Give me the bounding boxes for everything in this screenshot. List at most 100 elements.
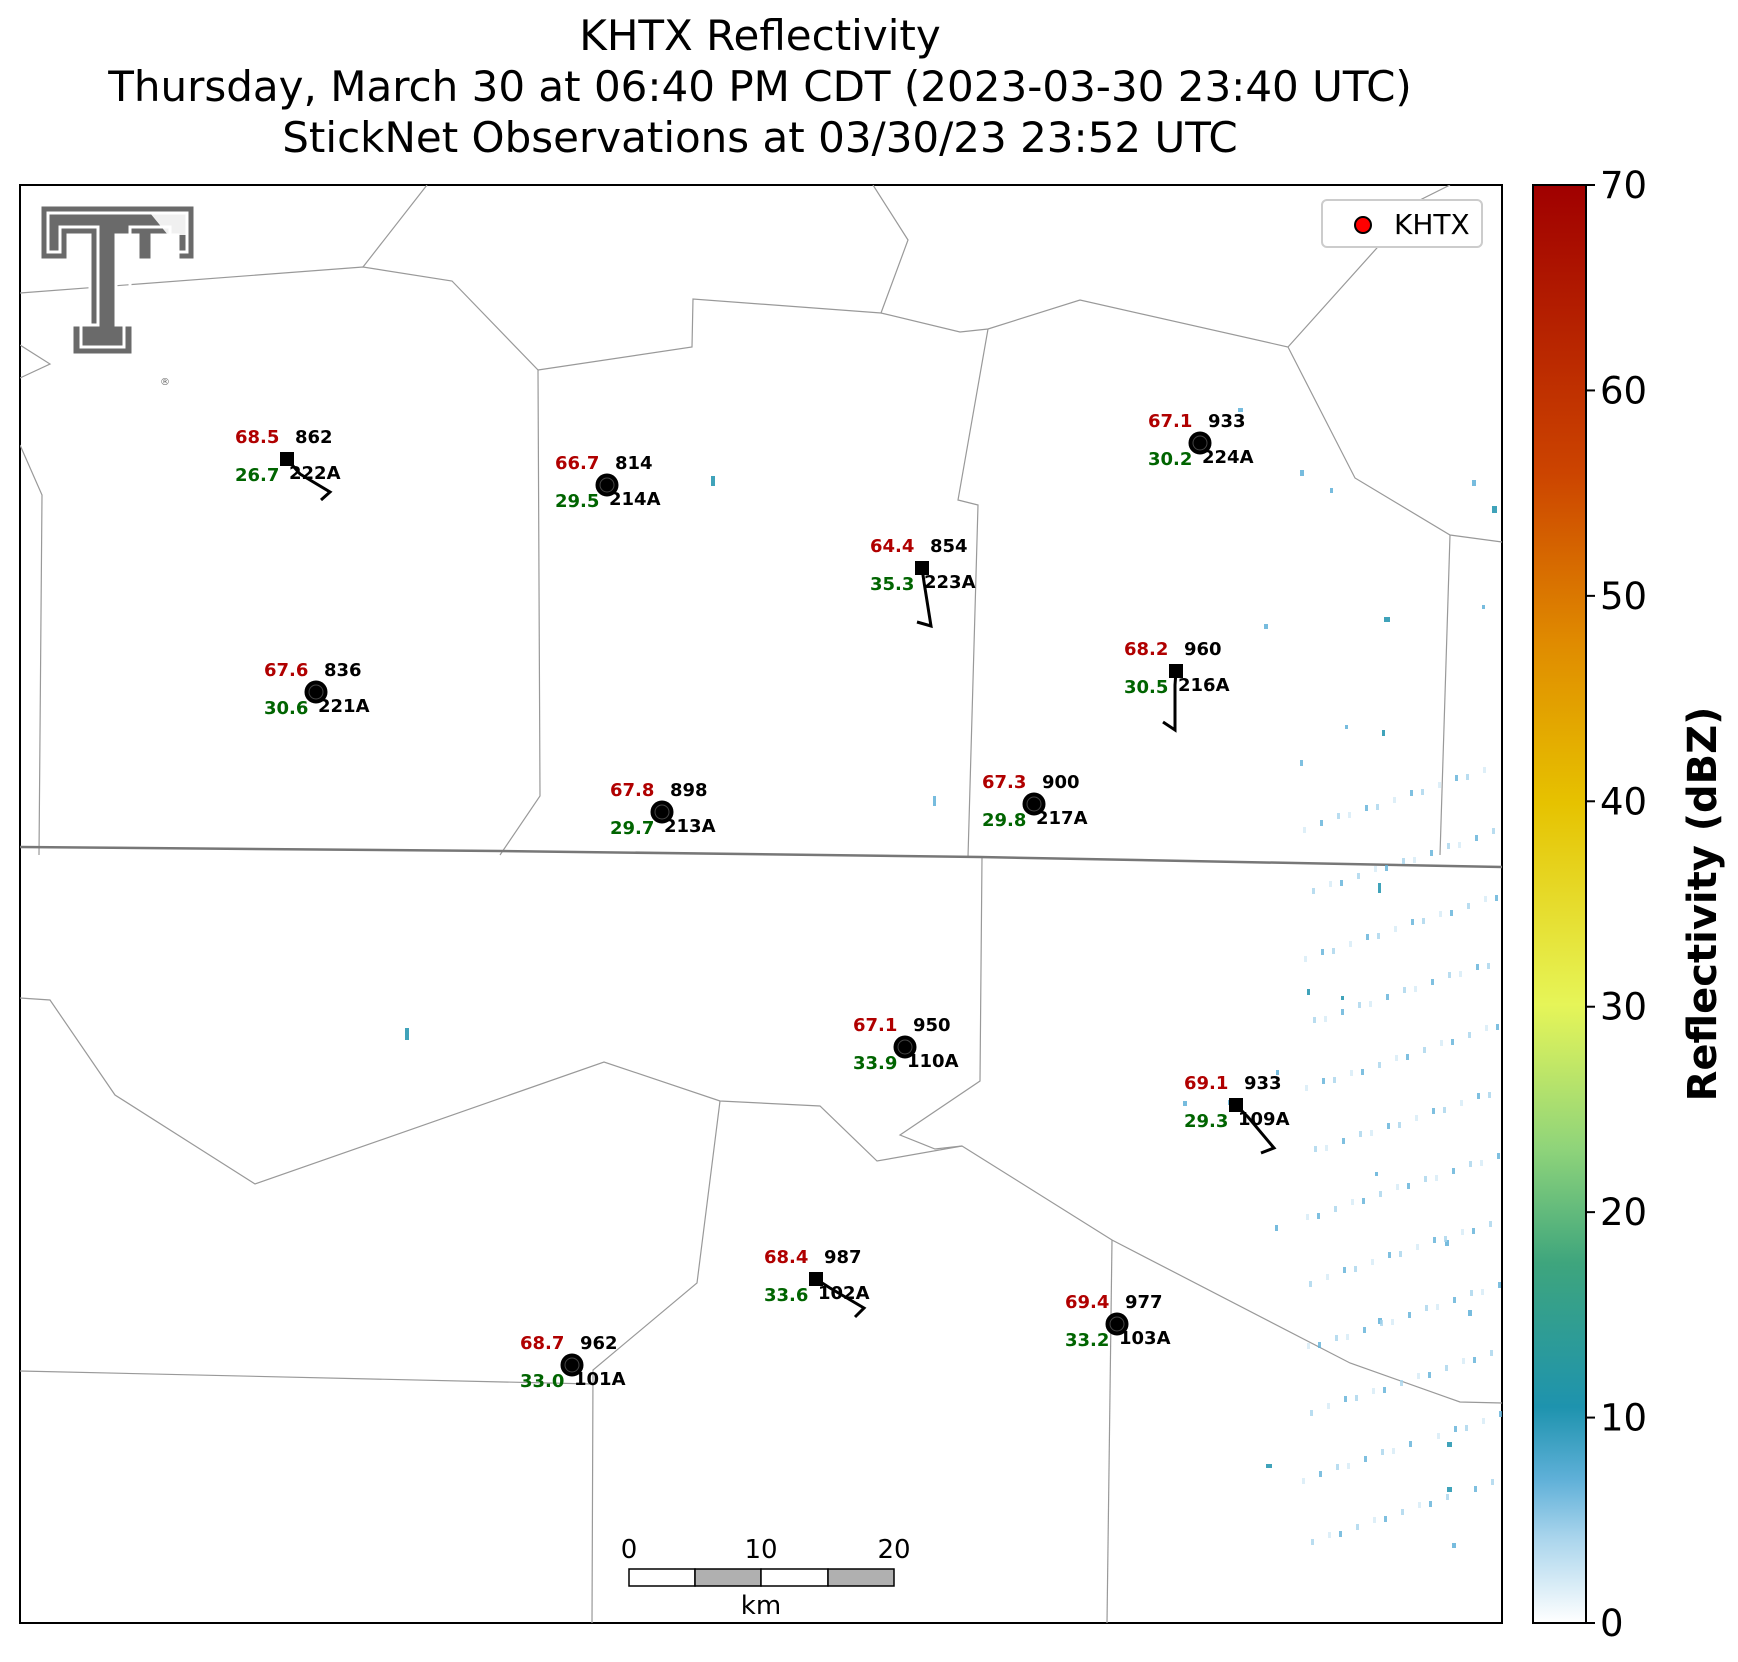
station-id: 109A <box>1238 1109 1290 1130</box>
station-id: 103A <box>1119 1328 1171 1349</box>
station-101A: 68.7 962 33.0 101A <box>520 1333 626 1392</box>
station-id: 224A <box>1202 447 1254 468</box>
station-dewpoint: 26.7 <box>235 465 279 486</box>
station-id: 216A <box>1178 675 1230 696</box>
title-line-1: KHTX Reflectivity <box>579 11 941 60</box>
station-dewpoint: 30.5 <box>1124 677 1168 698</box>
station-dewpoint: 30.6 <box>264 698 308 719</box>
station-id: 101A <box>574 1369 626 1390</box>
station-temperature: 68.2 <box>1124 639 1168 660</box>
county-boundaries <box>20 185 1502 1623</box>
wind-barb <box>815 1277 867 1319</box>
station-dewpoint: 33.0 <box>520 1371 564 1392</box>
station-calm-ring <box>1026 796 1042 812</box>
wind-barb <box>916 567 933 629</box>
station-223A: 64.4 854 35.3 223A <box>870 536 976 629</box>
station-pressure: 950 <box>913 1015 951 1036</box>
station-dewpoint: 35.3 <box>870 574 914 595</box>
colorbar-tick-label: 10 <box>1600 1397 1647 1440</box>
scale-unit: km <box>741 1591 781 1621</box>
station-pressure: 987 <box>824 1247 862 1268</box>
station-marker-calm-circle <box>1105 1312 1129 1336</box>
station-temperature: 67.1 <box>1148 411 1192 432</box>
station-calm-ring <box>308 684 324 700</box>
figure-title: KHTX Reflectivity Thursday, March 30 at … <box>0 10 1520 163</box>
colorbar-tick-label: 20 <box>1600 1191 1647 1234</box>
station-dewpoint: 29.7 <box>610 818 654 839</box>
svg-text:®: ® <box>160 377 170 388</box>
station-217A: 67.3 900 29.8 217A <box>982 772 1088 831</box>
station-temperature: 68.5 <box>235 427 279 448</box>
wind-barb <box>1234 1103 1277 1155</box>
colorbar: 0 10 20 30 40 50 60 70 Reflectivity (dBZ) <box>1532 164 1726 1645</box>
station-id: 223A <box>924 572 976 593</box>
station-marker-calm-circle <box>595 473 619 497</box>
station-id: 110A <box>907 1051 959 1072</box>
station-dewpoint: 33.6 <box>764 1285 808 1306</box>
station-pressure: 814 <box>615 453 653 474</box>
wind-barb <box>1162 670 1178 733</box>
scale-tick-10: 10 <box>744 1535 777 1565</box>
station-marker-calm-circle <box>1022 792 1046 816</box>
station-temperature: 69.4 <box>1065 1292 1109 1313</box>
station-102A: 68.4 987 33.6 102A <box>764 1247 870 1319</box>
legend-label: KHTX <box>1394 208 1470 241</box>
station-dewpoint: 29.8 <box>982 810 1026 831</box>
station-pressure: 836 <box>324 660 362 681</box>
colorbar-tick-label: 0 <box>1600 1602 1624 1645</box>
scale-tick-0: 0 <box>621 1535 638 1565</box>
station-dewpoint: 33.2 <box>1065 1330 1109 1351</box>
station-plots: 68.5 862 26.7 222A 66.7 814 29.5 214A 67.1 933 30.… <box>235 411 1290 1392</box>
colorbar-gradient <box>1532 184 1587 1624</box>
map-frame <box>19 184 1503 1624</box>
colorbar-tick-label: 50 <box>1600 575 1647 618</box>
station-marker-calm-circle <box>650 800 674 824</box>
station-id: 102A <box>818 1283 870 1304</box>
colorbar-tick-label: 70 <box>1600 164 1647 207</box>
wind-barb <box>285 458 333 502</box>
station-pressure: 900 <box>1042 772 1080 793</box>
texas-tech-double-t-logo: ® <box>38 203 197 388</box>
station-marker-calm-circle <box>560 1353 584 1377</box>
station-marker-calm-circle <box>304 680 328 704</box>
khtx-radar-marker <box>1354 216 1372 234</box>
colorbar-tick-label: 60 <box>1600 369 1647 412</box>
colorbar-tick-label: 30 <box>1600 986 1647 1029</box>
station-pressure: 960 <box>1184 639 1222 660</box>
station-109A: 69.1 933 29.3 109A <box>1184 1073 1290 1155</box>
station-dewpoint: 33.9 <box>853 1053 897 1074</box>
station-dewpoint: 30.2 <box>1148 449 1192 470</box>
station-pressure: 933 <box>1244 1073 1282 1094</box>
station-temperature: 68.7 <box>520 1333 564 1354</box>
station-marker-calm-circle <box>893 1035 917 1059</box>
scale-tick-20: 20 <box>877 1535 910 1565</box>
scale-bar: 0 10 20 km <box>621 1535 911 1621</box>
station-pressure: 962 <box>580 1333 618 1354</box>
station-temperature: 66.7 <box>555 453 599 474</box>
title-line-2: Thursday, March 30 at 06:40 PM CDT (2023… <box>108 62 1412 111</box>
station-214A: 66.7 814 29.5 214A <box>555 453 661 512</box>
title-line-3: StickNet Observations at 03/30/23 23:52 … <box>282 113 1238 162</box>
station-103A: 69.4 977 33.2 103A <box>1065 1292 1171 1351</box>
station-pressure: 862 <box>295 427 333 448</box>
station-222A: 68.5 862 26.7 222A <box>235 427 341 502</box>
station-temperature: 67.8 <box>610 780 654 801</box>
station-id: 222A <box>289 463 341 484</box>
station-calm-ring <box>1109 1316 1125 1332</box>
station-pressure: 977 <box>1125 1292 1163 1313</box>
station-dewpoint: 29.3 <box>1184 1111 1228 1132</box>
station-pressure: 854 <box>930 536 968 557</box>
map-legend: KHTX <box>1321 199 1483 248</box>
station-224A: 67.1 933 30.2 224A <box>1148 411 1254 470</box>
station-calm-ring <box>897 1039 913 1055</box>
station-temperature: 67.6 <box>264 660 308 681</box>
station-temperature: 67.3 <box>982 772 1026 793</box>
station-calm-ring <box>599 477 615 493</box>
reflectivity-echoes <box>405 408 1502 1548</box>
station-110A: 67.1 950 33.9 110A <box>853 1015 959 1074</box>
colorbar-tick-label: 40 <box>1600 780 1647 823</box>
station-temperature: 67.1 <box>853 1015 897 1036</box>
station-marker-calm-circle <box>1188 431 1212 455</box>
station-id: 214A <box>609 489 661 510</box>
station-dewpoint: 29.5 <box>555 491 599 512</box>
